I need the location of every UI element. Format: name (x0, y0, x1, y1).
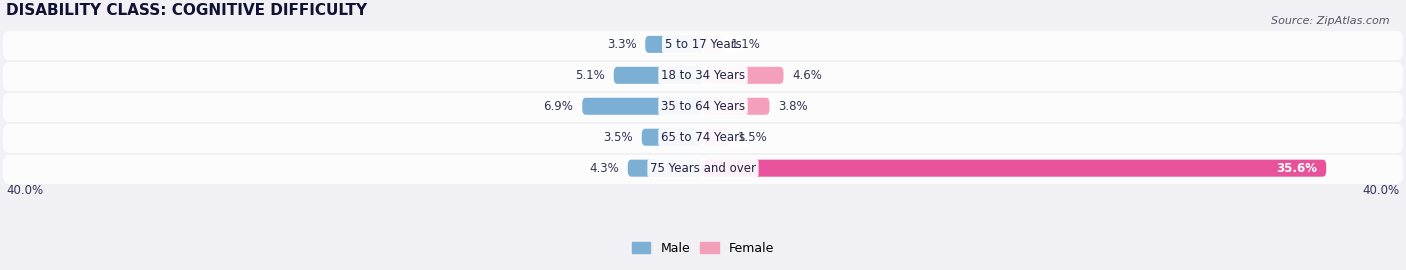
FancyBboxPatch shape (3, 93, 1403, 122)
Text: 6.9%: 6.9% (544, 100, 574, 113)
FancyBboxPatch shape (3, 31, 1403, 60)
FancyBboxPatch shape (3, 124, 1403, 153)
Text: 18 to 34 Years: 18 to 34 Years (661, 69, 745, 82)
Text: 3.3%: 3.3% (607, 38, 637, 51)
FancyBboxPatch shape (3, 155, 1403, 184)
Text: 75 Years and over: 75 Years and over (650, 162, 756, 175)
Text: 1.1%: 1.1% (731, 38, 761, 51)
FancyBboxPatch shape (703, 36, 723, 53)
FancyBboxPatch shape (703, 129, 730, 146)
Text: 35.6%: 35.6% (1277, 162, 1317, 175)
Legend: Male, Female: Male, Female (631, 242, 775, 255)
Text: 3.8%: 3.8% (779, 100, 808, 113)
Text: 5.1%: 5.1% (575, 69, 605, 82)
Text: 35 to 64 Years: 35 to 64 Years (661, 100, 745, 113)
Text: Source: ZipAtlas.com: Source: ZipAtlas.com (1271, 16, 1389, 26)
FancyBboxPatch shape (703, 67, 783, 84)
Text: 3.5%: 3.5% (603, 131, 633, 144)
FancyBboxPatch shape (703, 160, 1326, 177)
Text: 40.0%: 40.0% (6, 184, 44, 197)
FancyBboxPatch shape (627, 160, 703, 177)
FancyBboxPatch shape (641, 129, 703, 146)
Text: 5 to 17 Years: 5 to 17 Years (665, 38, 741, 51)
FancyBboxPatch shape (703, 98, 769, 115)
FancyBboxPatch shape (3, 62, 1403, 91)
FancyBboxPatch shape (614, 67, 703, 84)
Text: 4.3%: 4.3% (589, 162, 619, 175)
FancyBboxPatch shape (645, 36, 703, 53)
Text: 4.6%: 4.6% (792, 69, 823, 82)
Text: DISABILITY CLASS: COGNITIVE DIFFICULTY: DISABILITY CLASS: COGNITIVE DIFFICULTY (6, 3, 367, 18)
FancyBboxPatch shape (582, 98, 703, 115)
Text: 1.5%: 1.5% (738, 131, 768, 144)
Text: 65 to 74 Years: 65 to 74 Years (661, 131, 745, 144)
Text: 40.0%: 40.0% (1362, 184, 1400, 197)
